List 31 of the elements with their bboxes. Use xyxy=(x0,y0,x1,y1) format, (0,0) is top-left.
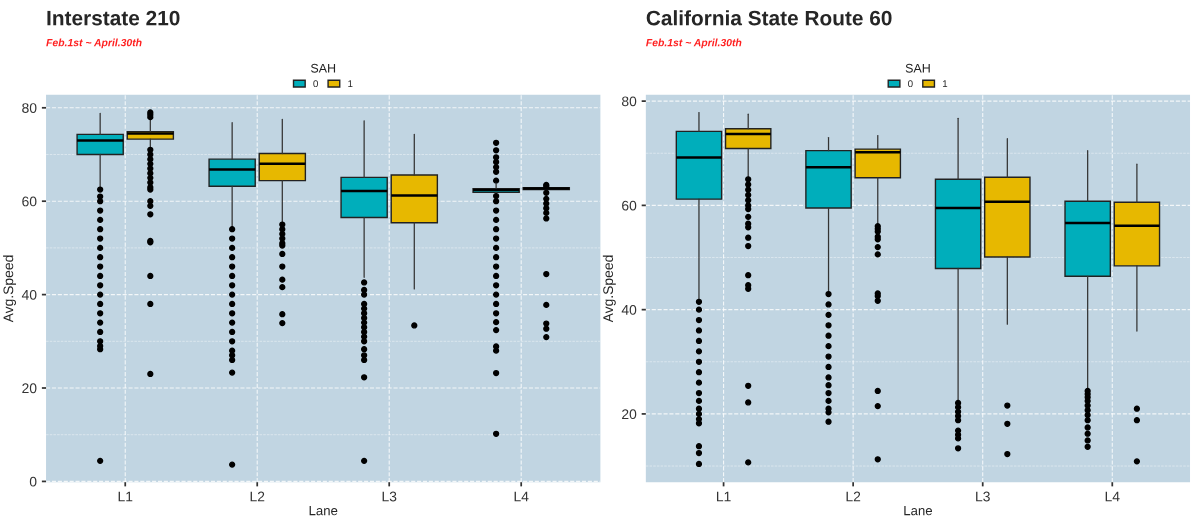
y-tick-label: 40 xyxy=(21,289,37,300)
y-tick-label: 40 xyxy=(621,304,637,315)
chart-title: California State Route 60 xyxy=(646,10,892,26)
x-axis-title: Lane xyxy=(904,506,933,516)
x-tick-label: L4 xyxy=(514,491,529,502)
y-tick-label: 20 xyxy=(22,383,37,394)
chart-subtitle: Feb.1st ~ April.30th xyxy=(646,38,742,49)
y-tick-label: 0 xyxy=(29,476,37,487)
x-tick-label: L2 xyxy=(846,491,861,502)
y-tick-label: 80 xyxy=(621,96,637,107)
y-tick-label: 60 xyxy=(22,196,37,207)
x-tick-label: L4 xyxy=(1105,491,1120,502)
legend-label: 0 xyxy=(313,80,318,88)
chart-title: Interstate 210 xyxy=(47,10,180,26)
chart-subtitle: Feb.1st ~ April.30th xyxy=(46,38,142,49)
legend-label: 1 xyxy=(942,80,948,88)
y-tick-label: 60 xyxy=(622,200,637,211)
y-axis-title: Avg.Speed xyxy=(3,255,17,323)
y-tick-label: 20 xyxy=(622,409,637,420)
x-tick-label: L1 xyxy=(118,491,133,502)
legend-label: 1 xyxy=(348,80,353,88)
x-tick-label: L3 xyxy=(382,491,397,502)
x-tick-label: L2 xyxy=(250,491,265,502)
y-axis-title: Avg.Speed xyxy=(602,255,616,323)
legend-label: 0 xyxy=(908,80,913,88)
legend-title: SAH xyxy=(905,63,930,73)
x-axis-title: Lane xyxy=(309,506,338,516)
y-tick-label: 80 xyxy=(22,103,37,113)
legend-title: SAH xyxy=(310,63,336,73)
x-tick-label: L3 xyxy=(976,491,990,502)
x-tick-label: L1 xyxy=(717,491,731,502)
